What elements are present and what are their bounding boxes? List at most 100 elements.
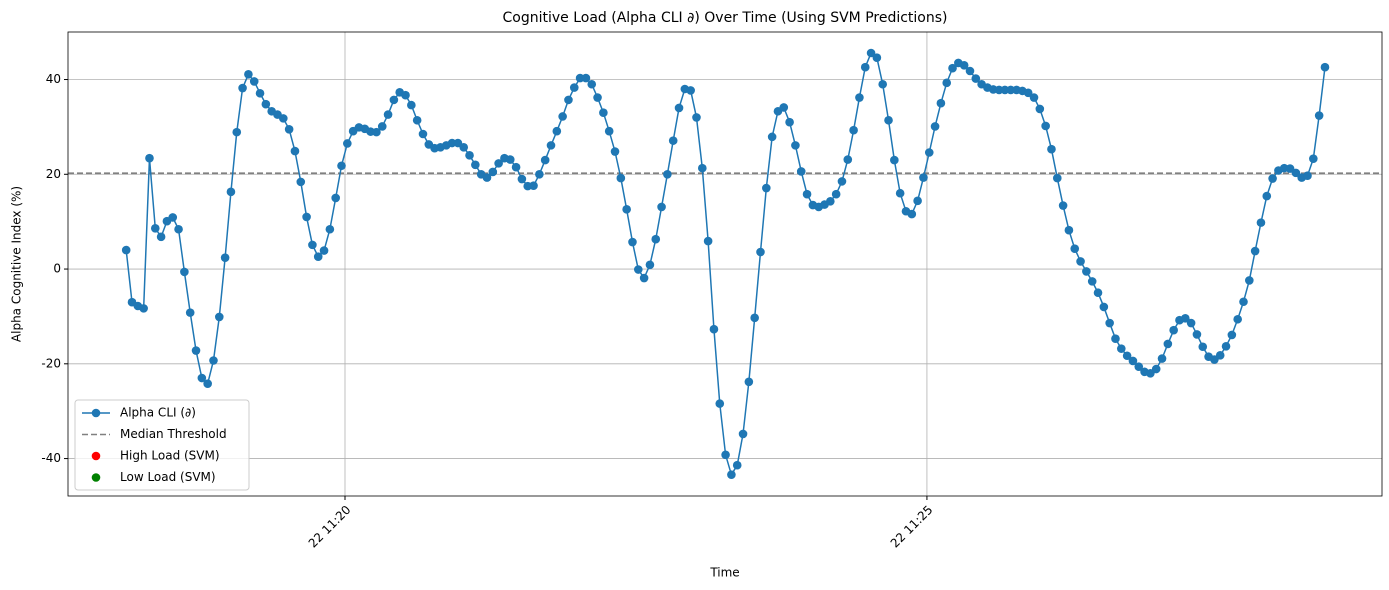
legend-marker xyxy=(91,473,101,482)
data-point xyxy=(732,460,742,470)
data-point xyxy=(907,209,917,219)
data-point xyxy=(791,141,800,150)
data-point xyxy=(517,174,527,184)
data-point xyxy=(325,224,335,234)
data-point xyxy=(878,79,888,89)
data-point xyxy=(296,177,306,187)
y-tick-label: -40 xyxy=(41,451,61,465)
data-point xyxy=(1262,191,1272,201)
data-point xyxy=(1134,362,1144,371)
data-point xyxy=(1227,330,1237,340)
data-point xyxy=(831,189,841,199)
data-point xyxy=(546,141,556,150)
data-point xyxy=(756,247,765,257)
legend-box xyxy=(74,399,250,491)
data-point xyxy=(343,139,352,148)
data-point xyxy=(942,78,952,88)
data-point xyxy=(622,205,631,214)
data-point xyxy=(232,127,242,137)
data-point xyxy=(1192,330,1202,339)
data-point xyxy=(1239,297,1248,307)
data-point xyxy=(313,252,323,262)
y-axis-label: Alpha Cognitive Index (%) xyxy=(10,186,24,342)
data-point xyxy=(255,88,265,98)
data-point xyxy=(628,237,637,247)
data-point xyxy=(564,95,573,105)
data-point xyxy=(1314,111,1324,120)
x-tick-label: 22 11:25 xyxy=(888,503,936,551)
data-point xyxy=(610,147,620,156)
y-tick-label: 0 xyxy=(53,262,61,276)
data-point xyxy=(244,70,253,79)
data-point xyxy=(744,377,754,387)
data-point xyxy=(529,181,538,190)
legend-label: Low Load (SVM) xyxy=(120,470,216,484)
data-point xyxy=(1181,314,1190,323)
data-point xyxy=(1064,225,1074,235)
data-point xyxy=(226,187,236,197)
data-point xyxy=(785,117,794,127)
data-point xyxy=(302,212,311,222)
data-point xyxy=(377,122,387,131)
data-point xyxy=(959,61,969,70)
data-point xyxy=(1116,344,1126,353)
data-point xyxy=(762,183,771,193)
data-point xyxy=(1087,277,1097,286)
data-point xyxy=(1303,171,1312,181)
data-point xyxy=(1256,218,1266,227)
data-point xyxy=(145,153,154,163)
data-point xyxy=(1198,342,1208,352)
data-point xyxy=(703,236,713,246)
data-point xyxy=(558,112,567,121)
data-point xyxy=(215,312,224,322)
data-point xyxy=(698,163,707,173)
data-point xyxy=(249,77,259,86)
data-point xyxy=(709,324,719,334)
data-point xyxy=(1309,154,1318,163)
data-point xyxy=(802,189,812,199)
data-point xyxy=(290,146,300,156)
data-point xyxy=(121,245,131,255)
data-point xyxy=(1070,244,1080,253)
y-tick-label: 40 xyxy=(46,72,61,86)
data-point xyxy=(971,74,981,83)
data-point xyxy=(1058,201,1068,210)
data-point xyxy=(459,142,469,152)
data-point xyxy=(1023,88,1033,98)
data-point xyxy=(890,155,899,165)
data-point xyxy=(505,155,515,164)
data-point xyxy=(261,99,271,109)
data-point xyxy=(884,115,893,125)
data-point xyxy=(924,148,934,157)
data-point xyxy=(482,173,492,182)
data-point xyxy=(337,161,346,171)
legend-label: Median Threshold xyxy=(120,427,227,441)
y-tick-label: -20 xyxy=(41,356,61,370)
data-point xyxy=(1052,173,1062,183)
data-point xyxy=(1245,276,1254,285)
data-point xyxy=(750,313,759,323)
chart-title: Cognitive Load (Alpha CLI ∂) Over Time (… xyxy=(502,10,947,26)
data-point xyxy=(401,90,410,100)
y-tick-label: 20 xyxy=(46,167,61,181)
data-point xyxy=(418,129,428,139)
data-point xyxy=(180,267,189,277)
data-point xyxy=(1122,351,1132,361)
data-point xyxy=(1291,168,1301,178)
data-point xyxy=(1169,325,1178,335)
data-point xyxy=(279,114,288,123)
data-point xyxy=(150,223,160,233)
data-point xyxy=(930,122,940,131)
data-point xyxy=(197,373,207,383)
data-line xyxy=(125,51,1326,477)
data-point xyxy=(738,429,748,439)
x-axis-label: Time xyxy=(709,566,739,580)
data-point xyxy=(174,224,183,234)
legend-label: Alpha CLI (∂) xyxy=(120,406,196,420)
data-point xyxy=(1233,314,1242,324)
data-point xyxy=(1186,318,1196,328)
data-point xyxy=(389,95,399,105)
data-point xyxy=(465,151,474,160)
data-point xyxy=(1128,356,1138,366)
